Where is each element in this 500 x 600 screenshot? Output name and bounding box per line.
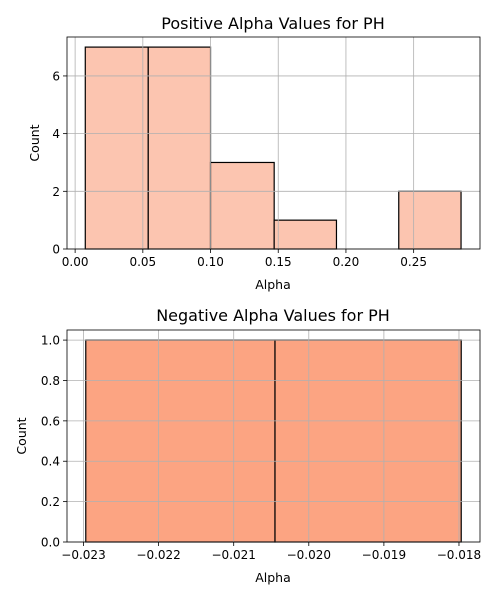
axes-frame	[66, 36, 481, 250]
x-tick-label: −0.018	[437, 548, 481, 562]
y-tick-label: 1.0	[41, 334, 60, 348]
histogram-bar	[85, 339, 276, 543]
y-axis-label: Count	[14, 417, 29, 454]
histogram-bar	[209, 161, 275, 250]
x-axis-label: Alpha	[255, 570, 291, 585]
x-axis-label: Alpha	[255, 277, 291, 292]
y-tick-label: 4	[52, 127, 60, 141]
chart-title: Negative Alpha Values for PH	[156, 306, 390, 325]
y-axis-label: Count	[27, 124, 42, 161]
x-tick-label: −0.020	[287, 548, 331, 562]
x-tick-label: 0.15	[265, 255, 292, 269]
x-tick-label: −0.022	[136, 548, 180, 562]
x-tick-label: 0.10	[197, 255, 224, 269]
y-tick-label: 6	[52, 69, 60, 83]
x-tick-label: 0.20	[333, 255, 360, 269]
histogram-bars	[85, 339, 462, 543]
y-tick-label: 0.6	[41, 414, 60, 428]
negative-alpha-subplot: Negative Alpha Values for PH Alpha Count…	[14, 306, 481, 585]
axes-frame	[66, 329, 481, 543]
histogram-bar	[147, 46, 212, 250]
histogram-bar	[398, 190, 462, 250]
x-tick-label: −0.021	[211, 548, 255, 562]
histogram-bar	[84, 46, 149, 250]
x-tick-label: 0.05	[129, 255, 156, 269]
y-tick-label: 0	[52, 243, 60, 257]
x-tick-label: −0.019	[362, 548, 406, 562]
y-tick-label: 0.8	[41, 374, 60, 388]
histogram-bars	[84, 46, 462, 250]
positive-alpha-subplot: Positive Alpha Values for PH Alpha Count…	[27, 14, 481, 292]
histogram-bar	[274, 339, 462, 543]
x-tick-label: −0.023	[61, 548, 105, 562]
x-tick-label: 0.25	[400, 255, 427, 269]
chart-title: Positive Alpha Values for PH	[161, 14, 384, 33]
y-tick-label: 0.0	[41, 536, 60, 550]
y-tick-label: 0.4	[41, 455, 60, 469]
y-tick-label: 0.2	[41, 495, 60, 509]
histogram-bar	[273, 219, 338, 250]
grid-lines	[67, 330, 480, 543]
y-tick-label: 2	[52, 185, 60, 199]
x-tick-label: 0.00	[62, 255, 89, 269]
